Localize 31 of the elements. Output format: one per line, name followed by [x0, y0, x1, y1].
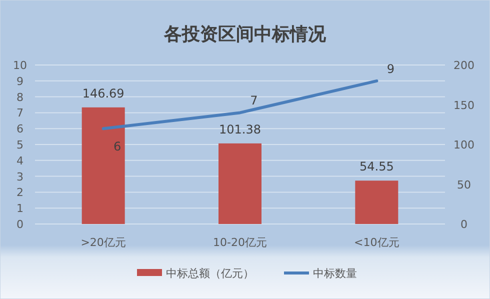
data-label: 101.38: [219, 122, 261, 136]
y2-tick-label: 200: [454, 59, 474, 72]
bar: [82, 107, 125, 224]
bar: [218, 143, 262, 224]
y-tick-label: 5: [16, 138, 24, 152]
y-tick-label: 7: [16, 106, 24, 120]
bar: [355, 180, 398, 224]
x-tick-label: >20亿元: [80, 236, 126, 249]
data-label: 6: [114, 140, 122, 154]
y-tick-label: 6: [16, 122, 24, 136]
data-label: 54.55: [359, 160, 394, 174]
y2-tick-label: 150: [454, 98, 474, 112]
x-tick-label: 10-20亿元: [213, 236, 267, 249]
y-tick-label: 8: [16, 90, 24, 104]
data-label: 9: [386, 62, 394, 76]
legend-label: 中标总额（亿元）: [166, 267, 254, 280]
y2-tick-label: 100: [454, 138, 474, 152]
data-label: 146.69: [82, 86, 124, 100]
y-tick-label: 3: [16, 170, 24, 184]
y-tick-label: 4: [16, 154, 24, 168]
y-tick-label: 2: [16, 186, 24, 200]
legend-label: 中标数量: [313, 267, 357, 280]
y-tick-label: 0: [16, 218, 24, 231]
x-tick-label: <10亿元: [354, 236, 400, 249]
y-tick-label: 9: [16, 74, 24, 88]
chart-title: 各投资区间中标情况: [163, 24, 327, 45]
y2-tick-label: 0: [460, 218, 468, 231]
data-label: 7: [250, 94, 258, 108]
y-tick-label: 10: [13, 59, 27, 72]
y2-tick-label: 50: [457, 178, 471, 192]
y-tick-label: 1: [16, 202, 24, 216]
